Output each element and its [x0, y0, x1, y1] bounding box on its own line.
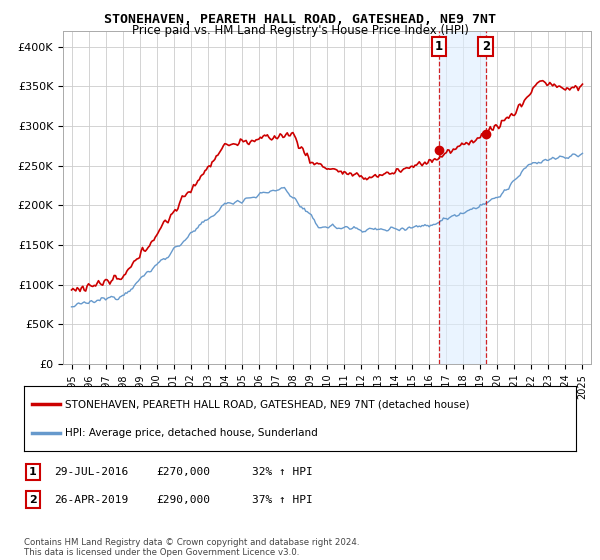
- Text: Price paid vs. HM Land Registry's House Price Index (HPI): Price paid vs. HM Land Registry's House …: [131, 24, 469, 37]
- Text: STONEHAVEN, PEARETH HALL ROAD, GATESHEAD, NE9 7NT: STONEHAVEN, PEARETH HALL ROAD, GATESHEAD…: [104, 13, 496, 26]
- Text: 2: 2: [29, 494, 37, 505]
- Text: 37% ↑ HPI: 37% ↑ HPI: [252, 494, 313, 505]
- Text: Contains HM Land Registry data © Crown copyright and database right 2024.
This d: Contains HM Land Registry data © Crown c…: [24, 538, 359, 557]
- Text: 1: 1: [435, 40, 443, 53]
- Text: 26-APR-2019: 26-APR-2019: [54, 494, 128, 505]
- Text: £270,000: £270,000: [156, 467, 210, 477]
- Bar: [439, 31, 486, 364]
- Text: 29-JUL-2016: 29-JUL-2016: [54, 467, 128, 477]
- Text: HPI: Average price, detached house, Sunderland: HPI: Average price, detached house, Sund…: [65, 428, 318, 438]
- Text: 2: 2: [482, 40, 490, 53]
- Text: STONEHAVEN, PEARETH HALL ROAD, GATESHEAD, NE9 7NT (detached house): STONEHAVEN, PEARETH HALL ROAD, GATESHEAD…: [65, 399, 470, 409]
- Text: 1: 1: [29, 467, 37, 477]
- Text: 32% ↑ HPI: 32% ↑ HPI: [252, 467, 313, 477]
- Text: £290,000: £290,000: [156, 494, 210, 505]
